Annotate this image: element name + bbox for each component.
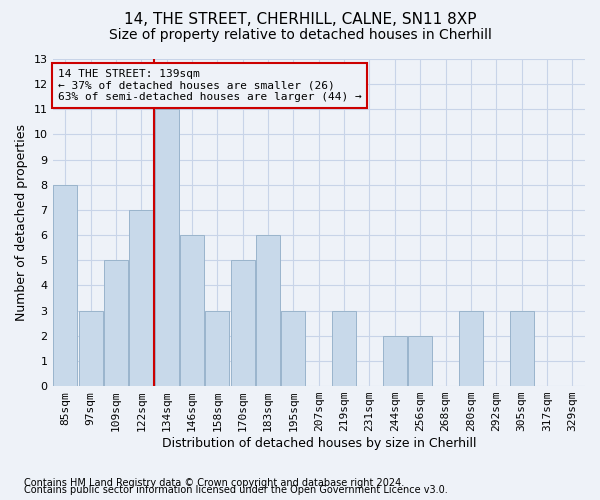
Bar: [104, 260, 128, 386]
Bar: [408, 336, 432, 386]
Text: Contains HM Land Registry data © Crown copyright and database right 2024.: Contains HM Land Registry data © Crown c…: [24, 478, 404, 488]
Text: 14, THE STREET, CHERHILL, CALNE, SN11 8XP: 14, THE STREET, CHERHILL, CALNE, SN11 8X…: [124, 12, 476, 28]
Bar: [383, 336, 407, 386]
Bar: [230, 260, 255, 386]
Bar: [332, 310, 356, 386]
Bar: [180, 235, 204, 386]
Bar: [459, 310, 483, 386]
Bar: [256, 235, 280, 386]
Bar: [509, 310, 533, 386]
Bar: [281, 310, 305, 386]
Text: Size of property relative to detached houses in Cherhill: Size of property relative to detached ho…: [109, 28, 491, 42]
Text: Contains public sector information licensed under the Open Government Licence v3: Contains public sector information licen…: [24, 485, 448, 495]
Text: 14 THE STREET: 139sqm
← 37% of detached houses are smaller (26)
63% of semi-deta: 14 THE STREET: 139sqm ← 37% of detached …: [58, 69, 362, 102]
Bar: [79, 310, 103, 386]
Bar: [53, 185, 77, 386]
Bar: [129, 210, 154, 386]
Y-axis label: Number of detached properties: Number of detached properties: [15, 124, 28, 321]
X-axis label: Distribution of detached houses by size in Cherhill: Distribution of detached houses by size …: [161, 437, 476, 450]
Bar: [205, 310, 229, 386]
Bar: [155, 110, 179, 386]
